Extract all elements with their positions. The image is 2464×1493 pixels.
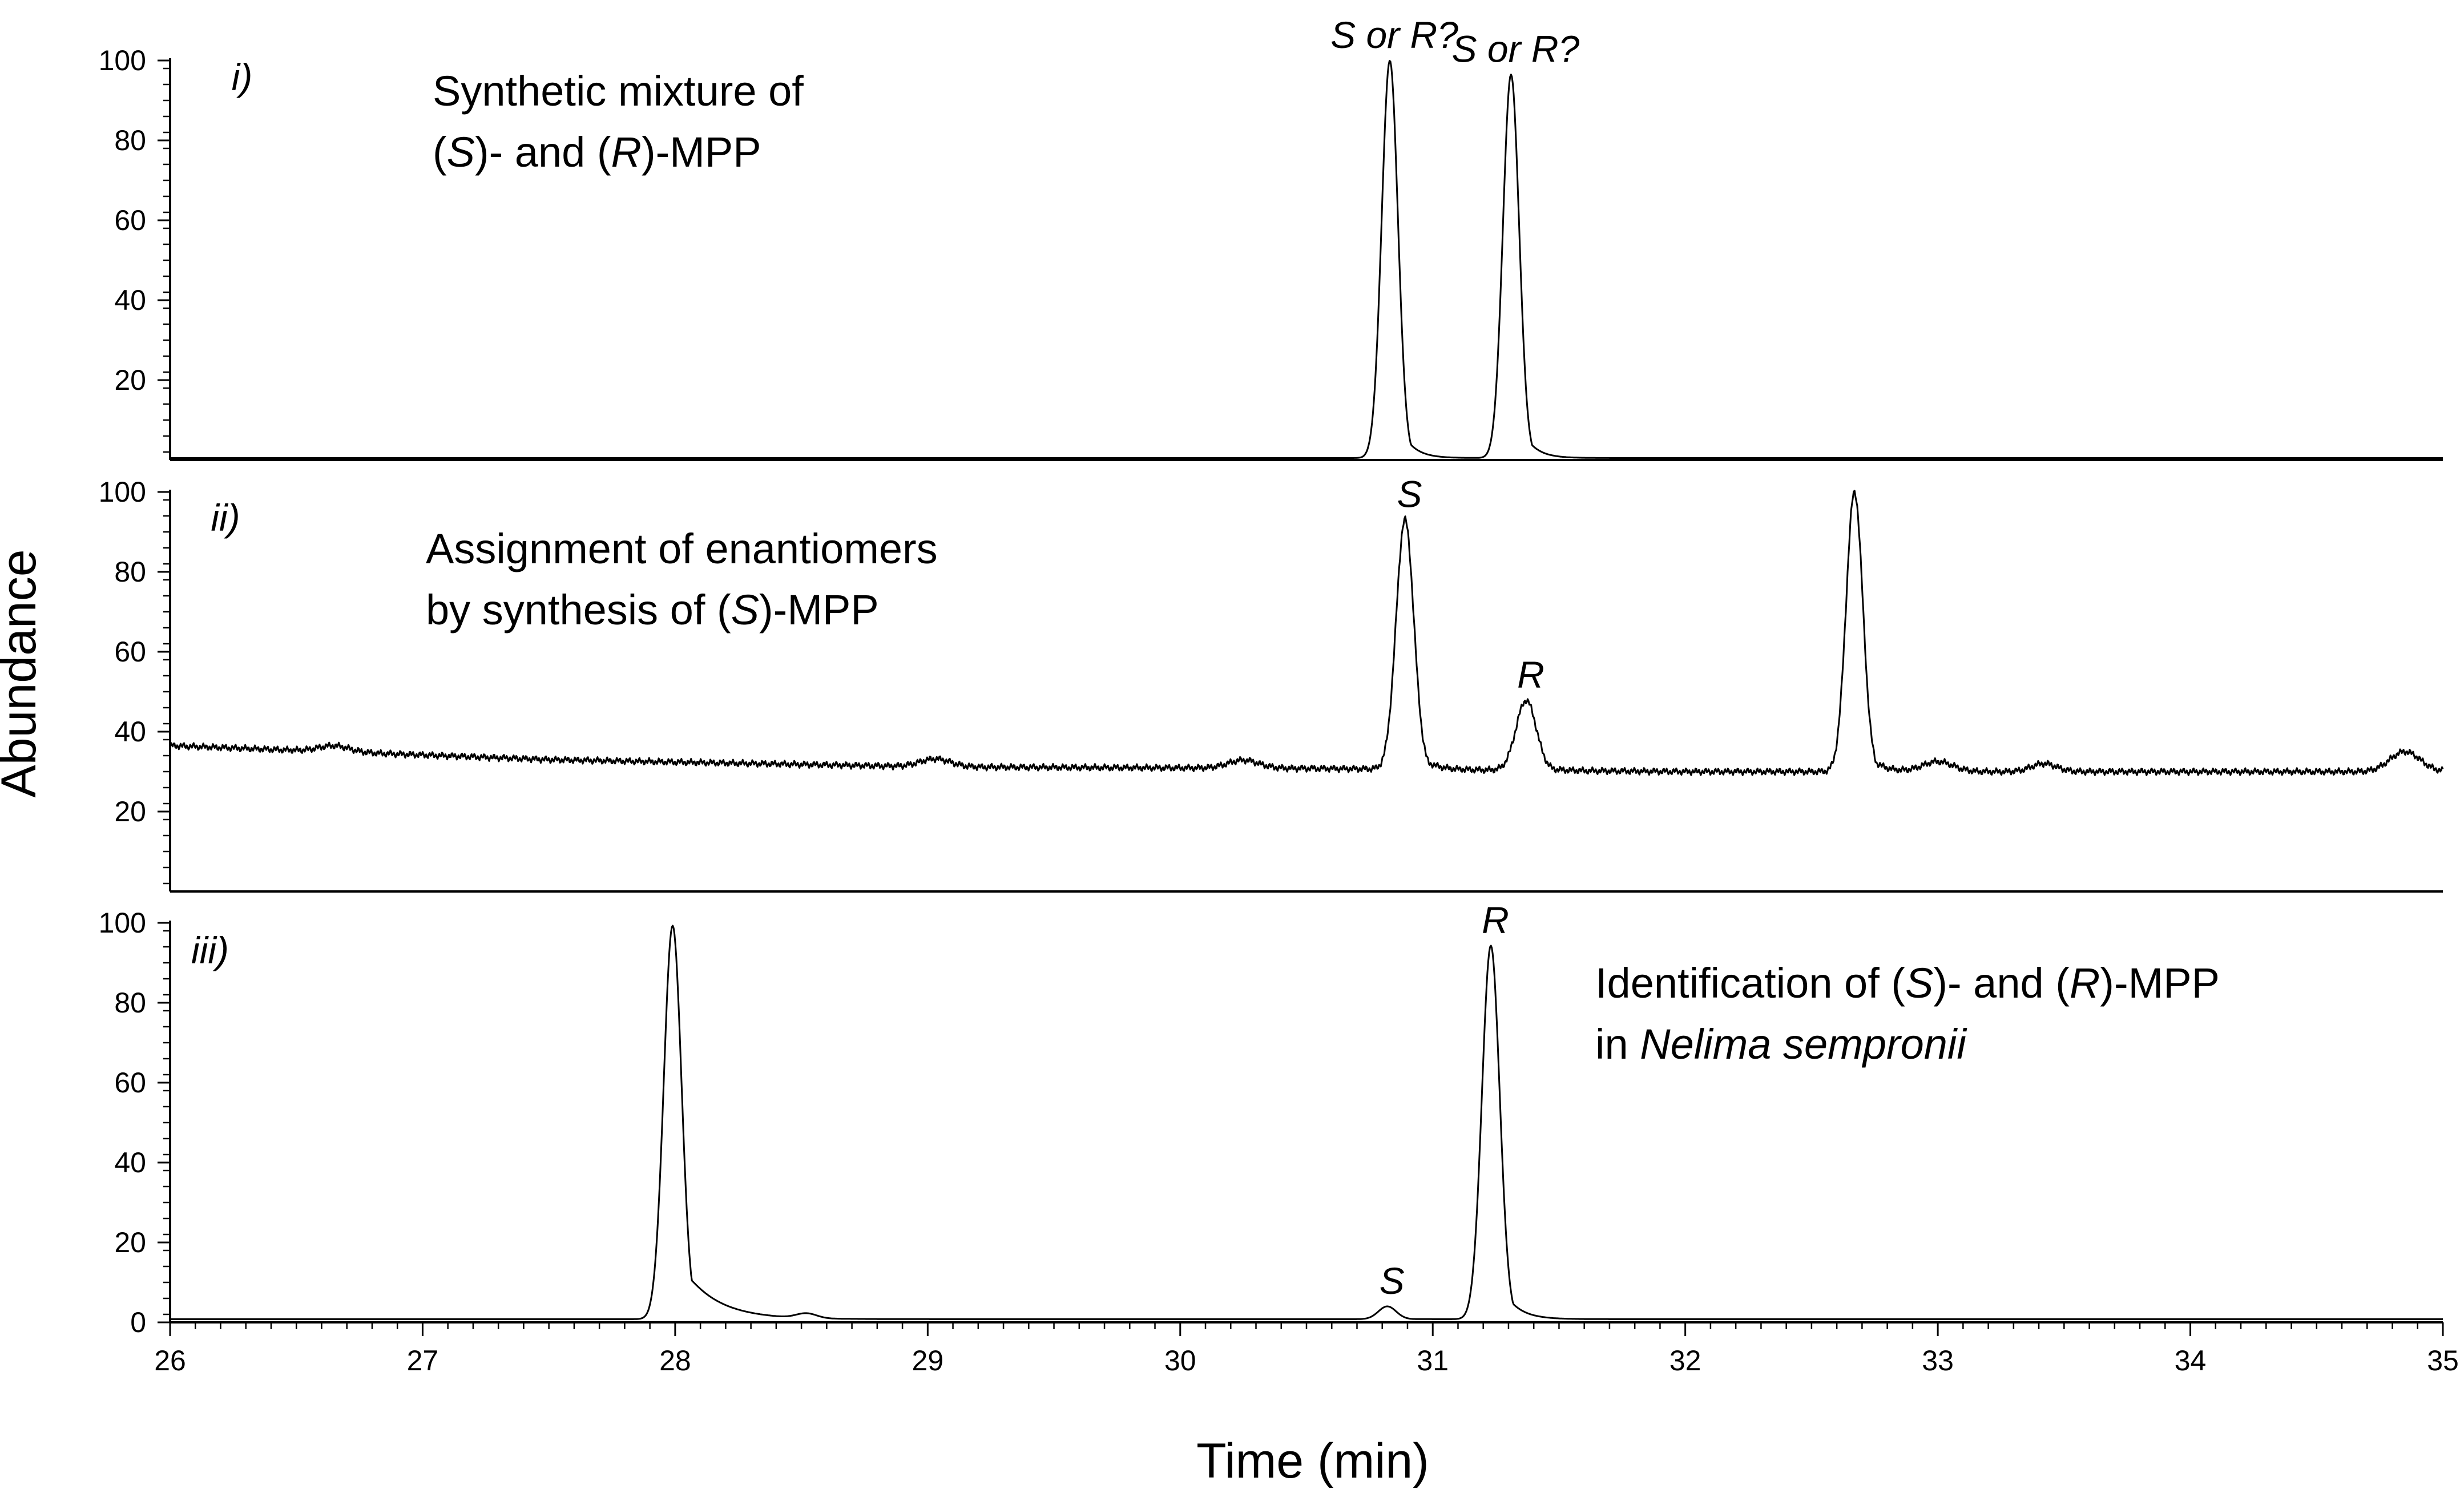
y-tick-label: 100 (99, 476, 146, 508)
x-tick-label: 35 (2427, 1345, 2459, 1377)
y-tick-label: 100 (99, 45, 146, 76)
x-tick-label: 27 (407, 1345, 439, 1377)
y-tick-label: 80 (114, 556, 146, 588)
y-axis-label: Abundance (0, 549, 46, 797)
panel-1-label: i) (232, 56, 253, 98)
panel-2-label: ii) (211, 497, 240, 539)
y-tick-label: 40 (114, 1147, 146, 1179)
peak-label: R (1482, 899, 1509, 941)
x-axis: 26 27 28 29 30 31 32 33 34 35 (154, 1322, 2459, 1377)
y-tick-label: 0 (130, 1306, 146, 1338)
y-tick-label: 100 (99, 907, 146, 939)
panel-1-description-line: (S)- and (R)-MPP (433, 128, 761, 176)
panel-1: 100 80 60 40 20 S or R?S or R? i) Synthetic mix… (99, 14, 2443, 461)
panel-3-label: iii) (191, 929, 229, 971)
y-tick-label: 60 (114, 636, 146, 668)
peak-label: S or R? (1451, 28, 1579, 70)
y-tick-label: 80 (114, 124, 146, 156)
y-tick-label: 60 (114, 1067, 146, 1099)
panel-2-description-line: Assignment of enantiomers (426, 525, 938, 572)
y-tick-label: 60 (114, 204, 146, 236)
peak-label: R (1517, 653, 1544, 696)
panel-3-description-line: in Nelima sempronii (1595, 1020, 1967, 1068)
x-tick-label: 32 (1669, 1345, 1701, 1377)
y-tick-label: 40 (114, 284, 146, 316)
chart-panels: 100 80 60 40 20 S or R?S or R? i) Synthetic mix… (99, 14, 2444, 1338)
panel-2-trace (169, 490, 2444, 776)
panel-2: 100 80 60 40 20 S Rii) Assignment of enantiomer… (99, 473, 2444, 893)
peak-label: S (1380, 1260, 1405, 1302)
panel-3-trace (170, 925, 2443, 1320)
peak-label: S or R? (1330, 14, 1458, 56)
y-tick-label: 20 (114, 364, 146, 396)
y-tick-label: 20 (114, 796, 146, 828)
panel-2-description-line: by synthesis of (S)-MPP (426, 586, 879, 633)
x-tick-label: 29 (912, 1345, 944, 1377)
peak-label: S (1397, 473, 1422, 515)
panel-1-description-line: Synthetic mixture of (433, 67, 804, 115)
x-tick-label: 31 (1417, 1345, 1449, 1377)
x-tick-label: 26 (154, 1345, 186, 1377)
y-tick-label: 40 (114, 716, 146, 748)
x-axis-label: Time (min) (1196, 1434, 1429, 1488)
panel-1-trace (170, 60, 2443, 459)
x-tick-label: 33 (1922, 1345, 1954, 1377)
y-tick-label: 20 (114, 1226, 146, 1258)
x-tick-label: 34 (2175, 1345, 2207, 1377)
y-tick-label: 80 (114, 987, 146, 1019)
x-tick-label: 28 (659, 1345, 691, 1377)
panel-3-description-line: Identification of (S)- and (R)-MPP (1595, 959, 2220, 1007)
x-tick-label: 30 (1164, 1345, 1196, 1377)
